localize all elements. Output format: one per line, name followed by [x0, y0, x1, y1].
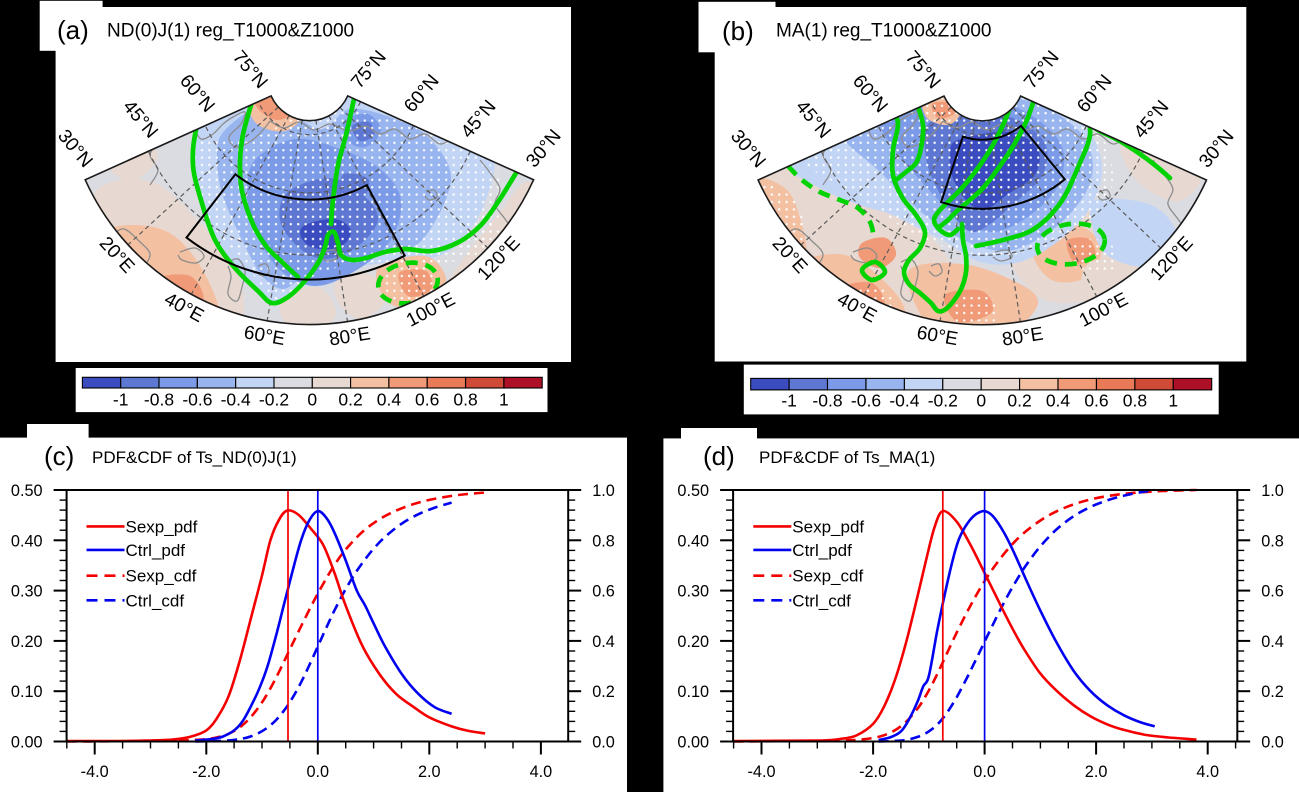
svg-text:0.10: 0.10 [677, 683, 709, 701]
svg-text:0.4: 0.4 [377, 390, 402, 410]
svg-text:-2.0: -2.0 [192, 763, 220, 781]
svg-text:0.0: 0.0 [592, 734, 615, 752]
svg-text:Sexp_cdf: Sexp_cdf [126, 567, 197, 586]
svg-text:0.8: 0.8 [592, 532, 615, 550]
svg-text:0.6: 0.6 [415, 390, 439, 410]
svg-text:0.8: 0.8 [1123, 391, 1147, 411]
svg-text:0.20: 0.20 [677, 633, 709, 651]
svg-text:4.0: 4.0 [1196, 763, 1219, 781]
svg-text:1: 1 [1168, 391, 1178, 411]
svg-text:0.6: 0.6 [1084, 391, 1108, 411]
svg-text:MA(1) reg_T1000&Z1000: MA(1) reg_T1000&Z1000 [776, 21, 991, 42]
svg-text:Sexp_pdf: Sexp_pdf [792, 517, 864, 536]
svg-text:0.6: 0.6 [1261, 583, 1284, 601]
svg-text:-4.0: -4.0 [747, 763, 775, 781]
svg-text:0.40: 0.40 [677, 532, 709, 550]
svg-text:-0.4: -0.4 [889, 391, 919, 411]
svg-text:1.0: 1.0 [1261, 482, 1284, 500]
svg-text:-1: -1 [113, 390, 129, 410]
svg-text:(c): (c) [44, 441, 74, 471]
svg-text:1.0: 1.0 [592, 482, 615, 500]
svg-text:0.0: 0.0 [306, 763, 329, 781]
svg-text:(d): (d) [703, 441, 735, 471]
svg-text:PDF&CDF of Ts_MA(1): PDF&CDF of Ts_MA(1) [759, 448, 935, 467]
svg-text:-0.8: -0.8 [144, 390, 174, 410]
svg-text:0.2: 0.2 [592, 683, 615, 701]
svg-text:Ctrl_cdf: Ctrl_cdf [792, 591, 851, 610]
svg-text:0.2: 0.2 [338, 390, 362, 410]
svg-text:-0.2: -0.2 [928, 391, 958, 411]
svg-text:0.30: 0.30 [11, 583, 43, 601]
svg-text:2.0: 2.0 [1085, 763, 1108, 781]
svg-text:0: 0 [307, 390, 317, 410]
svg-text:0.8: 0.8 [1261, 532, 1284, 550]
svg-text:0.00: 0.00 [11, 734, 43, 752]
svg-text:-0.2: -0.2 [259, 390, 289, 410]
svg-text:Ctrl_pdf: Ctrl_pdf [792, 541, 852, 560]
svg-text:0.50: 0.50 [677, 482, 709, 500]
svg-text:-2.0: -2.0 [859, 763, 887, 781]
svg-text:-0.8: -0.8 [812, 391, 842, 411]
svg-text:0.20: 0.20 [11, 633, 43, 651]
svg-text:0.10: 0.10 [11, 683, 43, 701]
svg-text:0.4: 0.4 [1046, 391, 1071, 411]
svg-text:-4.0: -4.0 [81, 763, 109, 781]
svg-text:-0.6: -0.6 [851, 391, 881, 411]
svg-text:0.4: 0.4 [592, 633, 615, 651]
svg-text:Sexp_cdf: Sexp_cdf [792, 567, 863, 586]
svg-text:4.0: 4.0 [530, 763, 553, 781]
svg-text:PDF&CDF of Ts_ND(0)J(1): PDF&CDF of Ts_ND(0)J(1) [92, 448, 297, 467]
svg-text:0.2: 0.2 [1261, 683, 1284, 701]
svg-text:0.50: 0.50 [11, 482, 43, 500]
svg-text:-1: -1 [781, 391, 797, 411]
svg-text:(b): (b) [722, 16, 754, 46]
svg-text:0.30: 0.30 [677, 583, 709, 601]
svg-text:0.40: 0.40 [11, 532, 43, 550]
svg-text:0.0: 0.0 [973, 763, 996, 781]
svg-text:0.00: 0.00 [677, 734, 709, 752]
svg-text:Ctrl_pdf: Ctrl_pdf [126, 541, 186, 560]
svg-text:0.0: 0.0 [1261, 734, 1284, 752]
svg-text:0.4: 0.4 [1261, 633, 1284, 651]
svg-text:0.8: 0.8 [453, 390, 477, 410]
svg-text:Ctrl_cdf: Ctrl_cdf [126, 591, 185, 610]
svg-text:0: 0 [976, 391, 986, 411]
svg-text:-0.4: -0.4 [221, 390, 251, 410]
svg-text:-0.6: -0.6 [182, 390, 212, 410]
svg-text:2.0: 2.0 [418, 763, 441, 781]
svg-text:1: 1 [499, 390, 509, 410]
svg-text:Sexp_pdf: Sexp_pdf [126, 517, 198, 536]
svg-text:(a): (a) [57, 15, 89, 45]
svg-text:ND(0)J(1) reg_T1000&Z1000: ND(0)J(1) reg_T1000&Z1000 [107, 21, 354, 42]
svg-text:0.2: 0.2 [1007, 391, 1031, 411]
svg-text:0.6: 0.6 [592, 583, 615, 601]
